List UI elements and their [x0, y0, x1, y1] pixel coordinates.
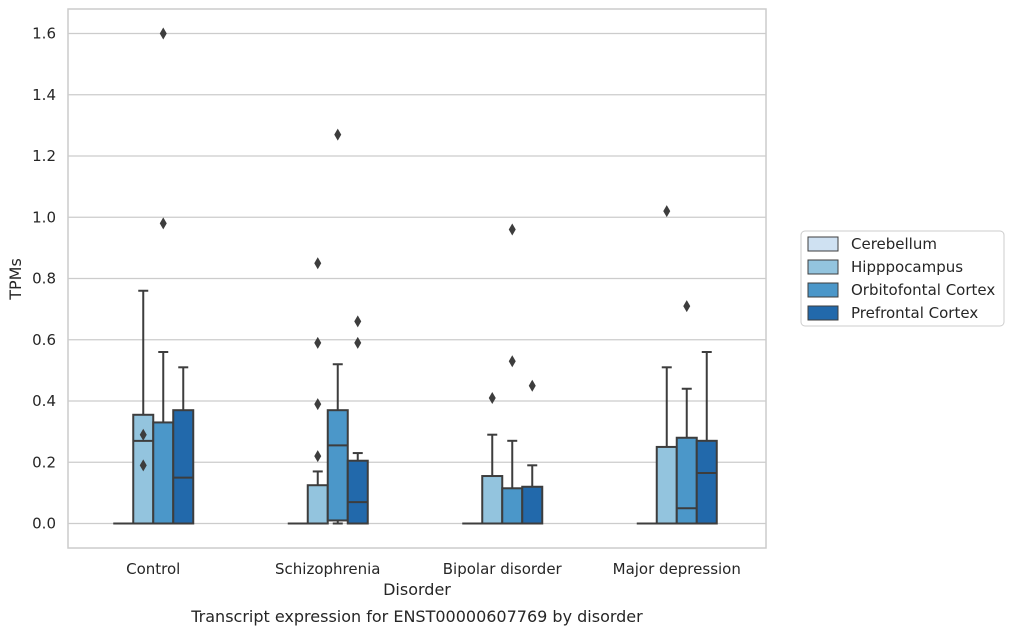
outlier-point: [354, 336, 362, 349]
y-tick-label: 1.2: [32, 147, 56, 165]
y-tick-label: 1.6: [32, 25, 56, 43]
legend-frame: [800, 230, 1005, 327]
box-iqr: [521, 485, 544, 525]
outlier-point: [663, 205, 671, 218]
box-iqr: [655, 445, 678, 525]
y-axis-title: TPMs: [6, 258, 25, 301]
box-1-2: [326, 128, 349, 525]
outlier-point: [354, 315, 362, 328]
legend-label: Hipppocampus: [851, 258, 963, 276]
x-axis-title: Disorder: [383, 580, 451, 599]
outlier-point: [488, 391, 496, 404]
legend-swatch: [807, 236, 839, 252]
box-3-3: [695, 351, 718, 525]
outlier-point: [139, 459, 147, 472]
outlier-point: [314, 450, 322, 463]
y-tick-label: 1.4: [32, 86, 56, 104]
box-iqr: [481, 475, 504, 525]
legend-label: Cerebellum: [851, 235, 937, 253]
y-tick-labels: 0.0 0.2 0.4 0.6 0.8 1.0 1.2 1.4 1.6: [32, 25, 56, 533]
box-iqr: [172, 409, 195, 525]
legend-swatch: [807, 259, 839, 275]
chart-caption: Transcript expression for ENST0000060776…: [190, 607, 643, 626]
legend: Cerebellum Hipppocampus Orbitofontal Corte…: [800, 230, 1005, 327]
x-tick-label: Bipolar disorder: [443, 560, 563, 578]
legend-swatch: [807, 282, 839, 298]
box-iqr: [306, 484, 329, 525]
box-iqr: [501, 487, 524, 525]
outlier-point: [314, 257, 322, 270]
x-tick-label: Schizophrenia: [275, 560, 380, 578]
y-tick-label: 0.2: [32, 453, 56, 471]
outlier-point: [528, 379, 536, 392]
y-tick-label: 0.0: [32, 515, 56, 533]
y-tick-label: 0.6: [32, 331, 56, 349]
outlier-point: [159, 27, 167, 40]
outlier-point: [334, 128, 342, 141]
box-0-1: [132, 289, 155, 525]
box-iqr: [695, 439, 718, 525]
outlier-point: [314, 398, 322, 411]
y-tick-label: 0.4: [32, 392, 56, 410]
y-tick-label: 1.0: [32, 208, 56, 226]
box-0-2: [152, 27, 175, 525]
legend-label: Prefrontal Cortex: [851, 304, 978, 322]
outlier-point: [314, 336, 322, 349]
box-groups: [113, 27, 718, 525]
box-iqr: [346, 459, 369, 525]
y-tick-label: 0.8: [32, 270, 56, 288]
outlier-point: [508, 223, 516, 236]
box-1-3: [346, 315, 369, 525]
legend-swatch: [807, 305, 839, 321]
x-tick-label: Major depression: [613, 560, 741, 578]
outlier-point: [683, 300, 691, 313]
box-1-1: [306, 257, 329, 525]
box-3-2: [675, 300, 698, 525]
box-iqr: [326, 409, 349, 522]
outlier-point: [159, 217, 167, 230]
x-tick-label: Control: [126, 560, 180, 578]
box-iqr: [675, 436, 698, 525]
box-0-3: [172, 366, 195, 525]
outlier-point: [139, 428, 147, 441]
box-3-1: [655, 205, 678, 525]
box-2-3: [521, 379, 544, 525]
x-tick-labels: Control Schizophrenia Bipolar disorder Majo…: [126, 560, 741, 578]
outlier-point: [508, 355, 516, 368]
legend-label: Orbitofontal Cortex: [851, 281, 995, 299]
box-2-2: [501, 223, 524, 525]
box-iqr: [152, 421, 175, 525]
